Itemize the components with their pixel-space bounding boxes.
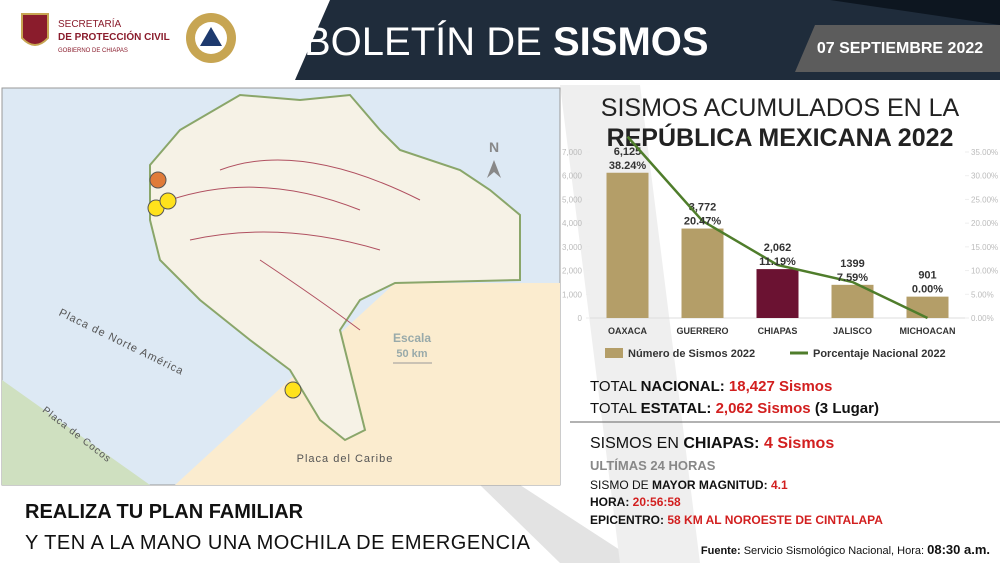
campaign-text: Y TEN A LA MANO UNA MOCHILA DE EMERGENCI… xyxy=(25,532,531,554)
y2-tick-label: 5.00% xyxy=(971,290,994,299)
bar-value-label: 6,125 xyxy=(614,146,642,158)
caribbean-plate xyxy=(175,283,560,485)
bar xyxy=(756,269,799,318)
chiapas-count: SISMOS EN CHIAPAS: 4 Sismos xyxy=(590,435,834,452)
value: 18,427 Sismos xyxy=(729,378,832,395)
time: 08:30 a.m. xyxy=(927,542,990,557)
value: 4.1 xyxy=(771,478,788,492)
bar-value-label: 2,062 xyxy=(764,242,792,254)
period: ULTÍMAS 24 HORAS xyxy=(590,458,716,473)
quake-marker xyxy=(149,171,167,189)
value: 2,062 Sismos xyxy=(716,400,811,417)
x-tick-label: GUERRERO xyxy=(676,326,728,336)
org-name: DE PROTECCIÓN CIVIL xyxy=(58,30,170,43)
y2-tick-label: 0.00% xyxy=(971,314,994,323)
header-title: BOLETÍN DE SISMOS xyxy=(304,19,709,64)
legend-swatch xyxy=(605,348,623,358)
title-bold: SISMOS xyxy=(553,20,709,64)
fault-lines xyxy=(169,159,421,331)
header-corner xyxy=(830,0,1000,25)
line-value-label: 38.24% xyxy=(609,160,647,172)
line xyxy=(626,135,929,320)
x-tick-label: MICHOACAN xyxy=(900,326,956,336)
scale-value: 50 km xyxy=(396,348,427,360)
bar-value-label: 901 xyxy=(918,270,936,282)
y-tick-label: 5,000 xyxy=(562,195,583,204)
civil-protection-logo xyxy=(200,27,222,46)
x-tick-label: JALISCO xyxy=(833,326,872,336)
label: CHIAPAS: xyxy=(683,435,759,452)
bar-value-label: 3,772 xyxy=(689,202,717,214)
state-shield xyxy=(21,13,49,46)
label: NACIONAL: xyxy=(641,378,725,395)
magnitude: SISMO DE MAYOR MAGNITUD: 4.1 xyxy=(590,478,788,492)
y2-tick-label: 10.00% xyxy=(971,267,998,276)
bar-value-label: 1399 xyxy=(840,258,864,270)
label: TOTAL xyxy=(590,400,637,417)
chart-title: REPÚBLICA MEXICANA 2022 xyxy=(607,122,954,152)
north-arrow xyxy=(487,160,501,178)
legend-label: Número de Sismos 2022 xyxy=(628,348,755,360)
y-tick-label: 3,000 xyxy=(562,243,583,252)
x-tick-label: OAXACA xyxy=(608,326,648,336)
label: TOTAL xyxy=(590,378,637,395)
bar xyxy=(831,284,874,318)
y-tick-label: 0 xyxy=(578,314,583,323)
text: Servicio Sismológico Nacional, Hora: xyxy=(744,545,924,557)
y-tick-label: 6,000 xyxy=(562,172,583,181)
label: SISMO DE xyxy=(590,478,649,492)
y-tick-label: 1,000 xyxy=(562,290,583,299)
campaign-heading: REALIZA TU PLAN FAMILIAR xyxy=(25,501,304,523)
deco-band xyxy=(480,485,640,563)
line-value-label: 7.59% xyxy=(837,272,868,284)
org-name: SECRETARÍA xyxy=(58,17,121,30)
line-value-label: 20.47% xyxy=(684,216,722,228)
chiapas-outline xyxy=(149,93,521,442)
deco-band xyxy=(560,85,700,563)
y2-tick-label: 35.00% xyxy=(971,148,998,157)
value: 58 KM AL NOROESTE DE CINTALAPA xyxy=(667,513,883,527)
header-date: 07 SEPTIEMBRE 2022 xyxy=(817,40,983,57)
state-total: TOTAL ESTATAL: 2,062 Sismos (3 Lugar) xyxy=(590,400,879,417)
label: SISMOS EN xyxy=(590,435,679,452)
y2-tick-label: 15.00% xyxy=(971,243,998,252)
y-tick-label: 4,000 xyxy=(562,219,583,228)
bar xyxy=(681,228,724,318)
line-value-label: 11.19% xyxy=(759,256,796,268)
legend-label: Porcentaje Nacional 2022 xyxy=(813,348,946,360)
bar xyxy=(906,296,949,318)
national-total: TOTAL NACIONAL: 18,427 Sismos xyxy=(590,378,832,395)
y2-tick-label: 30.00% xyxy=(971,172,998,181)
label: HORA: xyxy=(590,495,629,509)
rank: (3 Lugar) xyxy=(815,400,879,417)
y-tick-label: 2,000 xyxy=(562,267,583,276)
y-tick-label: 7,000 xyxy=(562,148,583,157)
x-tick-label: CHIAPAS xyxy=(758,326,798,336)
title-light: BOLETÍN DE xyxy=(304,19,542,64)
plate-label: Placa del Caribe xyxy=(297,453,394,465)
y2-tick-label: 25.00% xyxy=(971,195,998,204)
org-government: GOBIERNO DE CHIAPAS xyxy=(58,48,128,54)
chart-title: SISMOS ACUMULADOS EN LA xyxy=(601,94,960,122)
source: Fuente: Servicio Sismológico Nacional, H… xyxy=(701,542,990,557)
line-value-label: 0.00% xyxy=(912,284,943,296)
epicenter: EPICENTRO: 58 KM AL NOROESTE DE CINTALAP… xyxy=(590,513,883,527)
time: HORA: 20:56:58 xyxy=(590,495,681,509)
cocos-plate xyxy=(2,380,150,485)
quake-marker xyxy=(284,381,302,399)
y2-tick-label: 20.00% xyxy=(971,219,998,228)
date-box xyxy=(795,25,1000,72)
label: MAYOR MAGNITUD: xyxy=(652,478,768,492)
scale-title: Escala xyxy=(393,331,431,345)
north-label: N xyxy=(489,139,499,155)
quake-marker xyxy=(159,192,177,210)
label: EPICENTRO: xyxy=(590,513,664,527)
label: ESTATAL: xyxy=(641,400,712,417)
value: 4 Sismos xyxy=(764,435,834,452)
bar xyxy=(606,172,649,318)
value: 20:56:58 xyxy=(633,495,681,509)
label: Fuente: xyxy=(701,545,741,557)
